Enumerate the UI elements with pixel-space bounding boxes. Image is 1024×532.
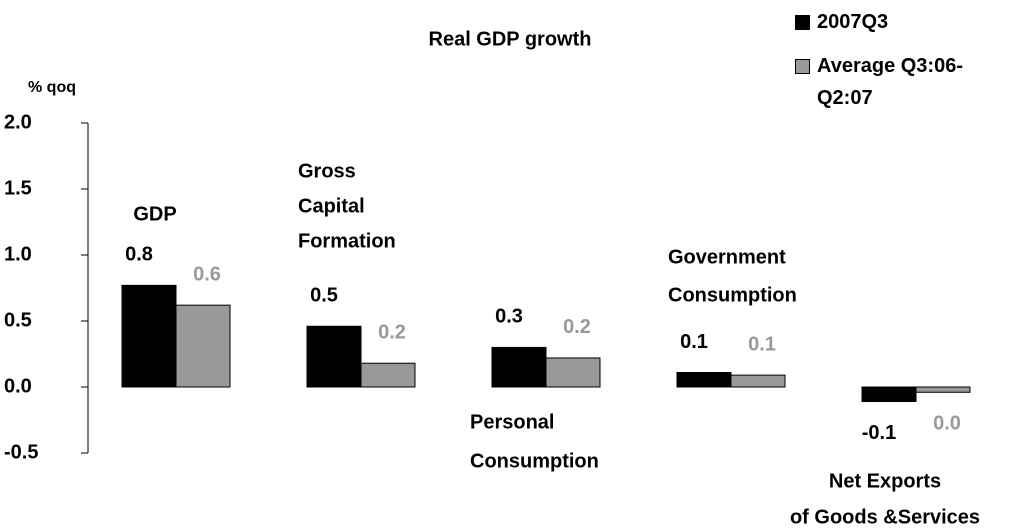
legend-swatch <box>795 15 810 30</box>
category-label: Gross <box>298 160 356 182</box>
bar <box>175 304 231 388</box>
y-tick-label: 0.0 <box>4 375 32 397</box>
bar <box>491 346 547 388</box>
category-label: Personal <box>470 411 554 433</box>
bar <box>360 362 416 388</box>
value-label: 0.2 <box>563 316 591 338</box>
y-tick-label: 2.0 <box>4 111 32 133</box>
legend: 2007Q3 Average Q3:06-Q2:07 <box>795 6 1015 126</box>
bar <box>545 357 601 388</box>
legend-label: Average Q3:06-Q2:07 <box>817 55 963 109</box>
legend-swatch <box>795 59 810 74</box>
category-label: Net Exports <box>829 470 941 492</box>
legend-item: 2007Q3 <box>795 6 1015 38</box>
bar <box>676 371 732 388</box>
y-tick-label: -0.5 <box>4 441 38 463</box>
chart-title: Real GDP growth <box>429 28 592 50</box>
y-tick-label: 1.0 <box>4 243 32 265</box>
y-axis-label: % qoq <box>28 79 76 96</box>
value-label: 0.3 <box>495 306 523 328</box>
category-label: Capital <box>298 195 365 217</box>
category-label: Government <box>668 246 786 268</box>
value-label: 0.5 <box>310 285 338 307</box>
bar <box>730 374 786 388</box>
bar <box>121 284 177 388</box>
value-label: 0.0 <box>933 413 961 435</box>
y-tick-label: 1.5 <box>4 177 32 199</box>
y-tick-label: 0.5 <box>4 309 32 331</box>
category-label: Consumption <box>668 284 797 306</box>
value-label: 0.1 <box>748 333 776 355</box>
value-label: 0.8 <box>125 244 153 266</box>
legend-label: 2007Q3 <box>817 11 889 33</box>
value-label: 0.2 <box>378 322 406 344</box>
bar <box>306 325 362 388</box>
category-label: GDP <box>133 203 176 225</box>
legend-item: Average Q3:06-Q2:07 <box>795 50 1015 114</box>
value-label: 0.1 <box>680 331 708 353</box>
category-label: Formation <box>298 230 396 252</box>
value-label: 0.6 <box>193 263 221 285</box>
category-label: of Goods &Services <box>790 506 980 528</box>
bar <box>915 386 971 393</box>
category-label: Consumption <box>470 450 599 472</box>
bar <box>861 386 917 403</box>
value-label: -0.1 <box>862 422 896 444</box>
